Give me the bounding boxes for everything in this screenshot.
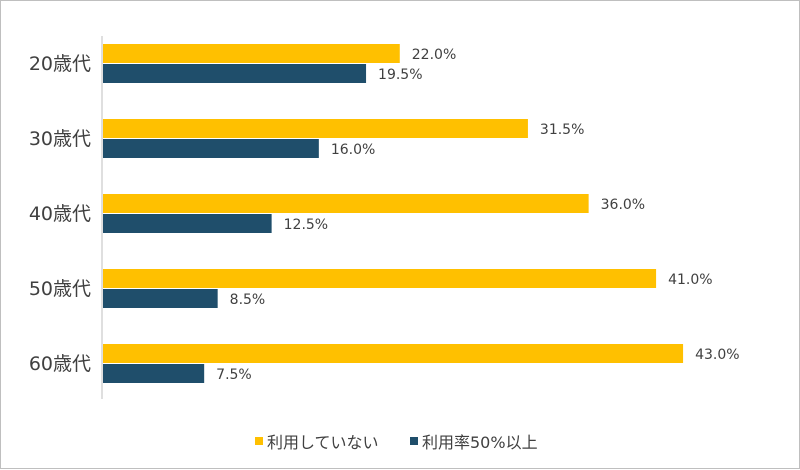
legend-label-0: 利用していない — [267, 433, 379, 452]
data-label: 12.5% — [284, 217, 328, 233]
category-label: 20歳代 — [29, 53, 91, 75]
category-label: 50歳代 — [29, 278, 91, 300]
data-label: 19.5% — [378, 67, 422, 83]
data-label: 36.0% — [601, 197, 645, 213]
bar-1 — [103, 364, 205, 383]
data-label: 8.5% — [230, 292, 266, 308]
category-label: 60歳代 — [29, 353, 91, 375]
bar-0 — [103, 344, 684, 363]
bar-0 — [103, 119, 528, 138]
legend-swatch-0 — [255, 437, 263, 445]
category-label: 40歳代 — [29, 203, 91, 225]
data-label: 22.0% — [412, 47, 456, 63]
bar-1 — [103, 214, 272, 233]
bar-1 — [103, 289, 218, 308]
data-label: 43.0% — [695, 347, 739, 363]
legend-swatch-1 — [410, 437, 418, 445]
bar-0 — [103, 44, 400, 63]
bar-0 — [103, 269, 657, 288]
bar-1 — [103, 139, 319, 158]
bar-1 — [103, 64, 367, 83]
data-label: 41.0% — [668, 272, 712, 288]
data-label: 16.0% — [331, 142, 375, 158]
data-label: 7.5% — [216, 367, 252, 383]
data-label: 31.5% — [540, 122, 584, 138]
category-label: 30歳代 — [29, 128, 91, 150]
bar-0 — [103, 194, 589, 213]
legend: 利用していない 利用率50%以上 — [255, 433, 538, 452]
legend-label-1: 利用率50%以上 — [422, 433, 538, 452]
